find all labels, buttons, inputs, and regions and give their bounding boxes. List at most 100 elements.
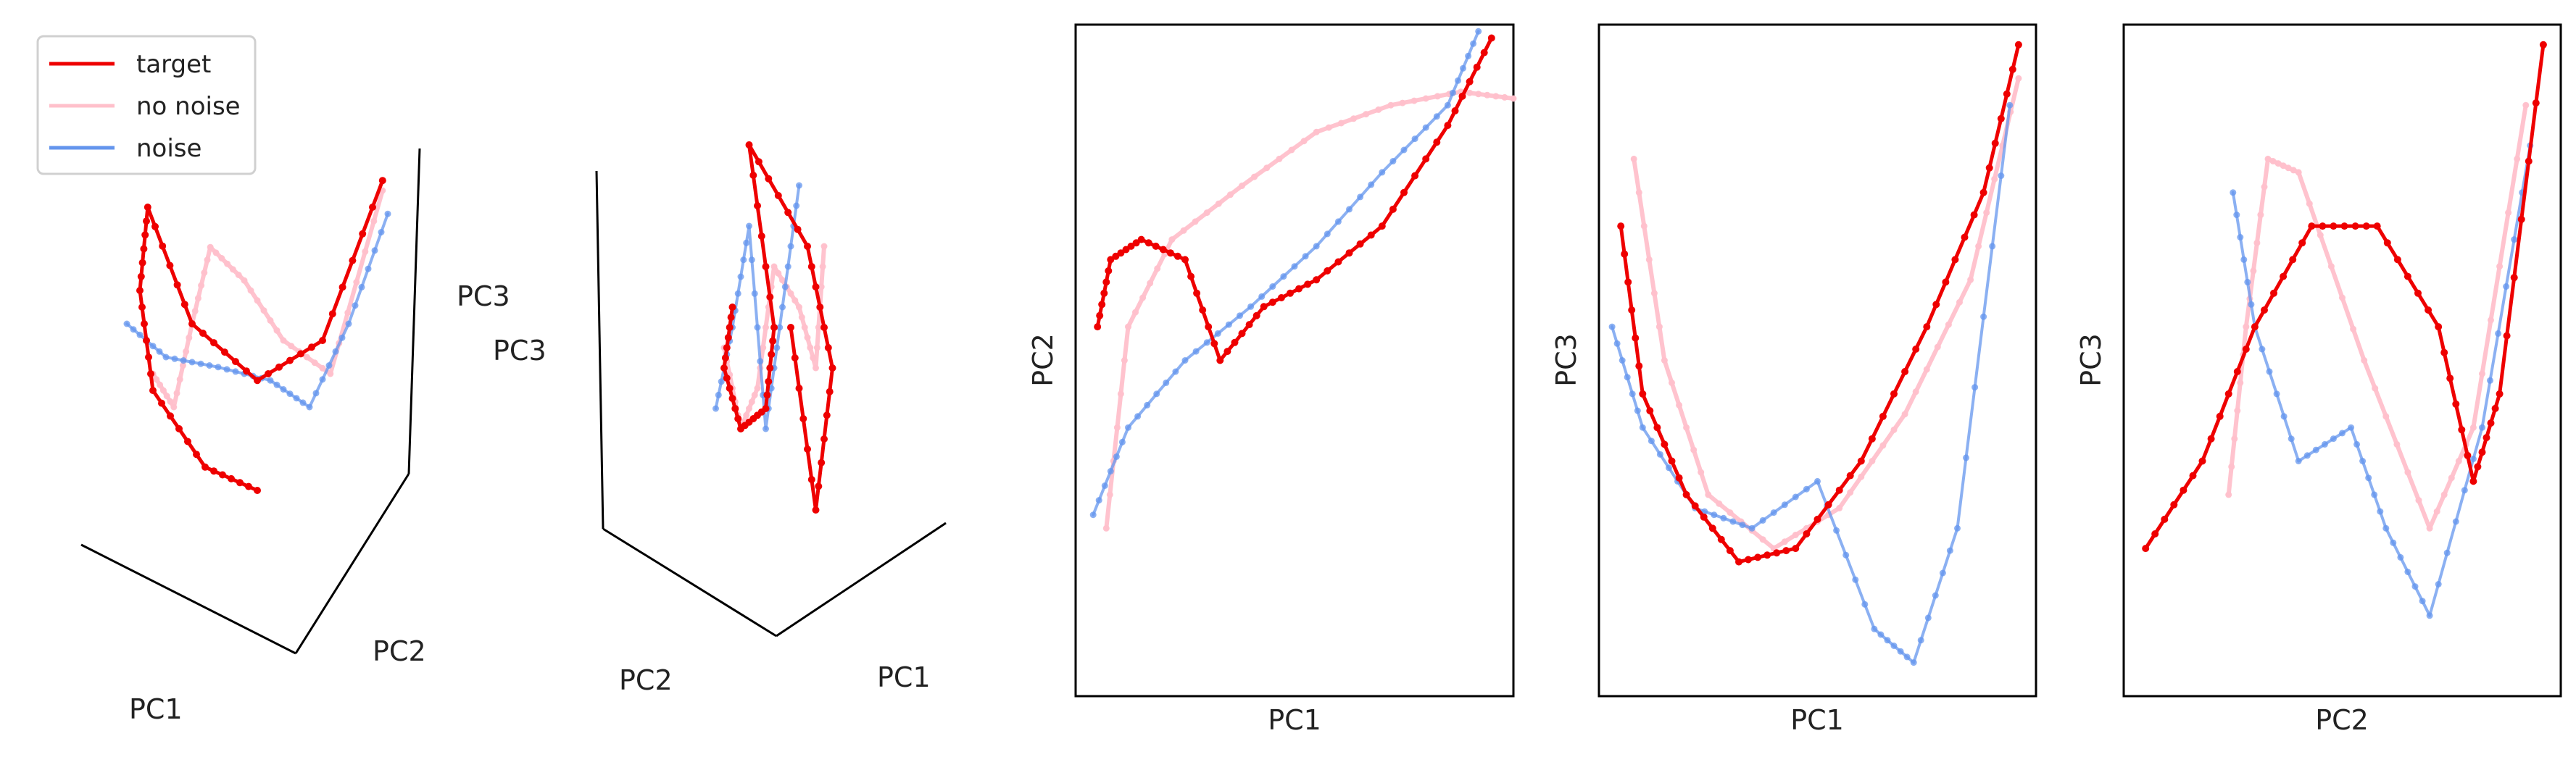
series-point-target (823, 411, 831, 419)
series-point-target (2491, 404, 2499, 412)
series-point-no-noise (1106, 491, 1113, 498)
series-point-noise (1877, 631, 1885, 638)
series-point-no-noise (311, 359, 318, 367)
series-point-no-noise (2306, 200, 2313, 207)
legend: target no noise noise (36, 35, 257, 175)
series-point-noise (1861, 601, 1869, 608)
series-point-target (2373, 222, 2381, 230)
series-point-target (1617, 222, 1625, 230)
series-point-no-noise (1147, 280, 1154, 287)
series-point-no-noise (1350, 115, 1357, 122)
series-point-target (1356, 240, 1364, 248)
series-point-target (726, 324, 734, 331)
series-point-no-noise (2290, 167, 2297, 174)
series-point-no-noise (201, 269, 208, 276)
series-point-no-noise (198, 282, 205, 289)
series-line-noise (1092, 30, 1480, 516)
series-point-target (1628, 306, 1636, 314)
series-point-target (1813, 515, 1821, 523)
legend-frame (36, 35, 257, 175)
series-point-target (1951, 256, 1959, 264)
series-point-no-noise (1836, 504, 1843, 511)
series-point-noise (1954, 524, 1961, 532)
series-point-noise (2411, 583, 2419, 590)
series-point-target (2319, 222, 2327, 230)
series-point-no-noise (153, 376, 160, 383)
series-point-noise (1924, 614, 1932, 622)
series-point-noise (1181, 357, 1189, 364)
series-point-target (1378, 222, 1386, 230)
series-point-target (1098, 301, 1106, 309)
series-point-no-noise (1847, 489, 1854, 496)
series-point-target (2403, 272, 2411, 280)
series-point-target (151, 222, 159, 230)
series-point-no-noise (1399, 99, 1406, 106)
series-point-target (2189, 472, 2197, 480)
series-line-no-noise (2226, 103, 2528, 531)
series-point-noise (1897, 648, 1904, 655)
series-point-target (243, 367, 250, 375)
series-point-target (2224, 390, 2232, 398)
series-point-noise (2359, 458, 2367, 464)
series-point-noise (1389, 158, 1397, 164)
series-point-no-noise (1890, 426, 1898, 433)
series-point-target (2464, 451, 2472, 459)
series-point-no-noise (2250, 267, 2257, 275)
series-point-target (166, 262, 174, 269)
panel-pc1-pc3: PC1 PC3 (1550, 23, 2037, 736)
xlabel-pc2: PC2 (2315, 704, 2369, 736)
series-point-target (828, 364, 836, 372)
series-point-noise (754, 324, 761, 331)
series-point-no-noise (157, 381, 164, 388)
series-point-target (1210, 340, 1218, 348)
series-point-target (787, 324, 794, 331)
axis-pc3-line (407, 148, 421, 474)
series-point-no-noise (1132, 309, 1139, 316)
series-point-target (1117, 249, 1125, 257)
series-point-noise (1648, 438, 1655, 445)
series-point-target (1107, 256, 1115, 264)
series-point-no-noise (1410, 97, 1418, 104)
series-point-no-noise (194, 295, 201, 302)
series-point-noise (2435, 581, 2442, 587)
series-point-noise (1770, 509, 1777, 516)
series-point-no-noise (1945, 321, 1952, 328)
series-line-target (1095, 36, 1494, 362)
series-point-target (1304, 280, 1312, 288)
series-point-no-noise (770, 263, 778, 270)
series-point-no-noise (176, 376, 183, 383)
series-point-noise (793, 202, 800, 209)
series-point-no-noise (1422, 95, 1429, 102)
series-point-noise (1144, 401, 1151, 409)
series-point-target (1295, 285, 1302, 293)
series-point-no-noise (1645, 256, 1653, 263)
series-point-target (228, 474, 235, 482)
series-point-noise (1711, 511, 1718, 519)
series-point-noise (273, 381, 281, 388)
series-point-target (188, 320, 196, 327)
series-point-no-noise (344, 309, 352, 317)
series-point-noise (384, 210, 391, 217)
series-point-no-noise (1363, 111, 1370, 118)
series-point-target (1979, 188, 1987, 196)
series-point-no-noise (273, 327, 281, 334)
series-point-target (762, 263, 770, 270)
series-point-noise (2237, 234, 2244, 241)
series-point-noise (2469, 456, 2477, 462)
series-point-target (193, 451, 200, 459)
series-point-target (816, 304, 824, 311)
series-point-target (254, 377, 261, 385)
series-point-target (1444, 122, 1452, 130)
series-point-target (2233, 368, 2241, 375)
series-point-no-noise (1705, 491, 1712, 498)
series-point-target (1193, 289, 1201, 297)
series-point-no-noise (327, 370, 334, 377)
series-point-target (2452, 400, 2460, 408)
series-point-no-noise (163, 393, 170, 400)
series-point-noise (1729, 518, 1737, 525)
series-point-target (1857, 457, 1865, 465)
series-point-no-noise (2433, 508, 2440, 515)
series-point-noise (2479, 424, 2485, 431)
series-point-noise (1334, 218, 1342, 225)
series-point-target (159, 242, 167, 250)
